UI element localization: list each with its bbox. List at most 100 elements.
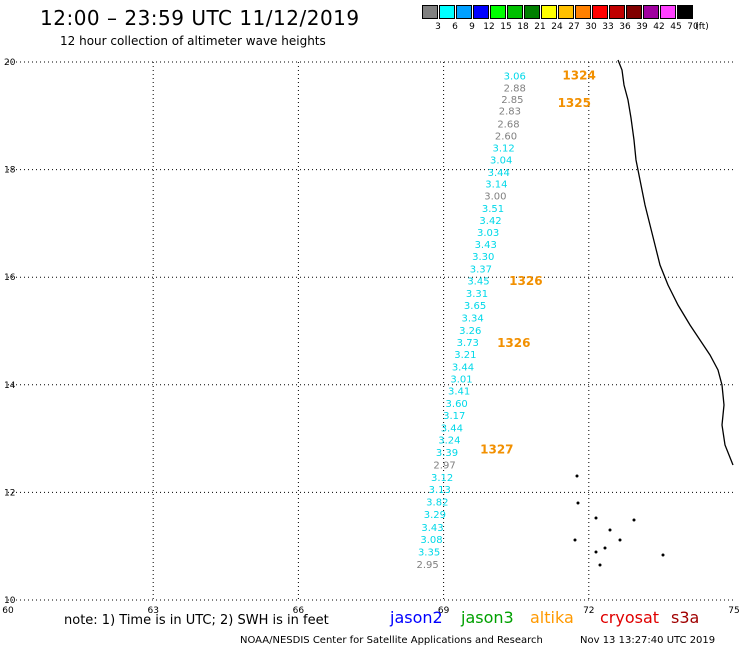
- satellite-jason2: jason2: [390, 608, 443, 627]
- wave-height-value: 3.12: [431, 473, 453, 484]
- island: [594, 516, 598, 520]
- pass-number-label: 1327: [480, 442, 513, 456]
- satellite-cryosat: cryosat: [600, 608, 660, 627]
- wave-height-value: 2.97: [433, 460, 455, 471]
- lon-tick-label: 60: [2, 606, 14, 616]
- wave-height-value: 3.13: [429, 485, 451, 496]
- wave-height-value: 3.45: [467, 276, 489, 287]
- satellite-altika: altika: [530, 608, 574, 627]
- legend-swatch: [456, 5, 472, 19]
- legend-label: 21: [534, 22, 546, 32]
- pass-number-label: 1326: [509, 274, 542, 288]
- island: [661, 553, 665, 557]
- coastline: [617, 59, 734, 466]
- wave-height-value: 3.30: [472, 252, 494, 263]
- legend-label: 30: [585, 22, 597, 32]
- legend-label: 27: [568, 22, 580, 32]
- legend-label: 39: [636, 22, 648, 32]
- lat-tick-label: 20: [4, 58, 16, 68]
- legend-label: 6: [452, 22, 458, 32]
- wave-height-value: 3.73: [457, 338, 479, 349]
- island: [594, 550, 598, 554]
- island: [632, 518, 636, 522]
- map-subtitle: 12 hour collection of altimeter wave hei…: [60, 34, 326, 48]
- legend-swatch: [473, 5, 489, 19]
- legend-swatch: [558, 5, 574, 19]
- island: [573, 538, 577, 542]
- wave-height-value: 2.95: [416, 560, 438, 571]
- lat-tick-label: 10: [4, 596, 16, 606]
- legend-swatch: [524, 5, 540, 19]
- wave-height-value: 3.14: [485, 180, 507, 191]
- legend-swatch: [422, 5, 438, 19]
- lon-tick-label: 75: [728, 606, 739, 616]
- legend-label: 18: [517, 22, 529, 32]
- lon-tick-label: 72: [583, 606, 594, 616]
- footer-credit: NOAA/NESDIS Center for Satellite Applica…: [240, 635, 543, 646]
- wave-height-value: 3.60: [446, 399, 468, 410]
- wave-height-value: 2.60: [495, 132, 517, 143]
- legend-swatch: [507, 5, 523, 19]
- lat-tick-label: 12: [4, 488, 15, 498]
- wave-height-value: 3.82: [426, 498, 448, 509]
- wave-height-value: 3.65: [464, 301, 486, 312]
- wave-height-value: 3.44: [488, 168, 510, 179]
- wave-height-value: 3.01: [450, 374, 472, 385]
- legend-swatch: [592, 5, 608, 19]
- wave-height-value: 3.03: [477, 228, 499, 239]
- wave-height-value: 3.44: [452, 363, 474, 374]
- lon-tick-label: 63: [147, 606, 158, 616]
- legend-label: 42: [653, 22, 665, 32]
- wave-height-value: 2.68: [497, 119, 519, 130]
- satellite-jason3: jason3: [461, 608, 514, 627]
- legend-label: 3: [435, 22, 441, 32]
- legend-swatch: [439, 5, 455, 19]
- wave-height-value: 3.51: [482, 204, 504, 215]
- lat-tick-label: 18: [4, 166, 16, 176]
- island: [618, 538, 622, 542]
- wave-height-value: 3.41: [448, 387, 470, 398]
- legend-swatch: [626, 5, 642, 19]
- legend-label: 12: [483, 22, 495, 32]
- legend-label: 36: [619, 22, 631, 32]
- island: [576, 501, 580, 505]
- wave-height-value: 3.37: [470, 265, 492, 276]
- wave-height-value: 3.06: [504, 71, 526, 82]
- wave-height-value: 3.39: [436, 448, 458, 459]
- pass-number-label: 1325: [558, 96, 591, 110]
- wave-height-value: 3.43: [421, 523, 443, 534]
- legend-label: 70: [687, 22, 699, 32]
- wave-height-value: 3.08: [420, 535, 442, 546]
- legend-label: 24: [551, 22, 563, 32]
- island: [608, 528, 612, 532]
- wave-height-value: 2.88: [504, 83, 526, 94]
- wave-height-value: 3.42: [479, 216, 501, 227]
- legend-swatch: [575, 5, 591, 19]
- lon-tick-label: 66: [293, 606, 305, 616]
- legend-swatch: [609, 5, 625, 19]
- wave-height-value: 3.34: [462, 314, 484, 325]
- legend-swatch: [490, 5, 506, 19]
- wave-height-value: 3.44: [441, 423, 463, 434]
- legend-swatch: [541, 5, 557, 19]
- wave-height-value: 2.83: [499, 106, 521, 117]
- island: [603, 546, 607, 550]
- wave-height-value: 3.21: [454, 350, 476, 361]
- wave-height-value: 3.31: [466, 289, 488, 300]
- legend-label: 9: [469, 22, 475, 32]
- pass-number-label: 1324: [562, 68, 595, 82]
- wave-height-value: 3.04: [490, 155, 512, 166]
- lat-tick-label: 16: [4, 273, 16, 283]
- wave-height-value: 3.29: [424, 510, 446, 521]
- satellite-s3a: s3a: [671, 608, 700, 627]
- pass-number-label: 1326: [497, 336, 530, 350]
- legend-label: 45: [670, 22, 682, 32]
- legend-swatch: [677, 5, 693, 19]
- legend-swatch: [643, 5, 659, 19]
- wave-height-value: 3.35: [418, 548, 440, 559]
- lat-tick-label: 14: [4, 381, 16, 391]
- legend-swatch: [660, 5, 676, 19]
- wave-height-value: 3.12: [492, 144, 514, 155]
- wave-height-value: 3.26: [459, 326, 481, 337]
